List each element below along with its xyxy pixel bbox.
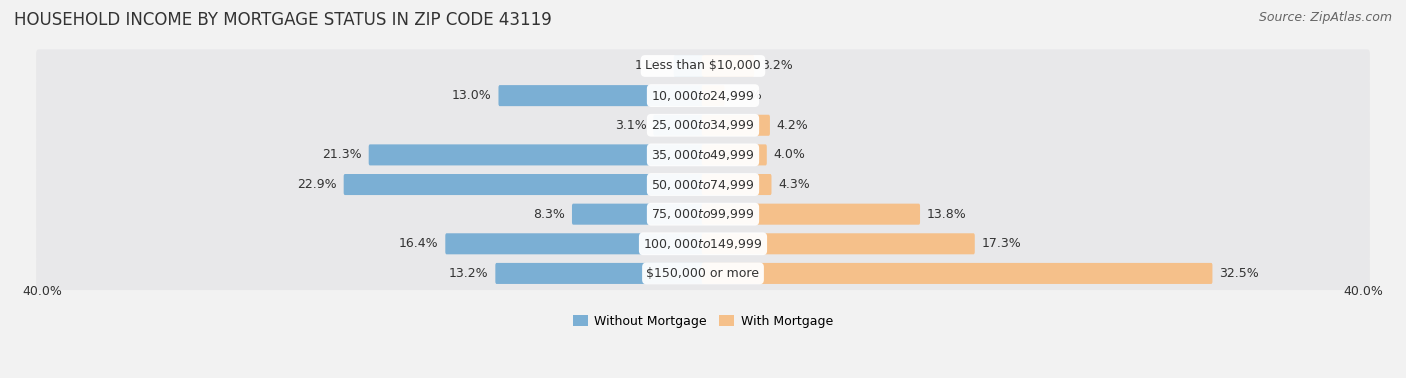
Text: 4.0%: 4.0% [773,149,806,161]
Text: $50,000 to $74,999: $50,000 to $74,999 [651,178,755,192]
Text: 3.1%: 3.1% [614,119,647,132]
Text: HOUSEHOLD INCOME BY MORTGAGE STATUS IN ZIP CODE 43119: HOUSEHOLD INCOME BY MORTGAGE STATUS IN Z… [14,11,551,29]
Text: 40.0%: 40.0% [22,285,63,298]
Text: 22.9%: 22.9% [298,178,337,191]
Text: $35,000 to $49,999: $35,000 to $49,999 [651,148,755,162]
FancyBboxPatch shape [37,79,1369,112]
Text: 1.8%: 1.8% [636,59,666,73]
FancyBboxPatch shape [499,85,704,106]
Text: 13.0%: 13.0% [453,89,492,102]
FancyBboxPatch shape [572,204,704,225]
Text: 32.5%: 32.5% [1219,267,1258,280]
FancyBboxPatch shape [37,198,1369,231]
Text: $25,000 to $34,999: $25,000 to $34,999 [651,118,755,132]
FancyBboxPatch shape [702,115,770,136]
FancyBboxPatch shape [673,56,704,76]
Text: 13.8%: 13.8% [927,208,966,221]
Text: 4.3%: 4.3% [778,178,810,191]
FancyBboxPatch shape [368,144,704,166]
Text: 1.3%: 1.3% [731,89,763,102]
FancyBboxPatch shape [37,227,1369,260]
FancyBboxPatch shape [702,204,920,225]
Text: $10,000 to $24,999: $10,000 to $24,999 [651,88,755,102]
FancyBboxPatch shape [343,174,704,195]
FancyBboxPatch shape [37,257,1369,290]
FancyBboxPatch shape [495,263,704,284]
Text: 17.3%: 17.3% [981,237,1021,250]
Legend: Without Mortgage, With Mortgage: Without Mortgage, With Mortgage [568,310,838,333]
Text: 16.4%: 16.4% [399,237,439,250]
FancyBboxPatch shape [702,263,1212,284]
Text: $75,000 to $99,999: $75,000 to $99,999 [651,207,755,221]
FancyBboxPatch shape [702,174,772,195]
Text: 13.2%: 13.2% [449,267,489,280]
FancyBboxPatch shape [702,144,766,166]
FancyBboxPatch shape [446,233,704,254]
FancyBboxPatch shape [702,56,754,76]
Text: 4.2%: 4.2% [776,119,808,132]
FancyBboxPatch shape [654,115,704,136]
FancyBboxPatch shape [702,85,724,106]
FancyBboxPatch shape [37,168,1369,201]
Text: $150,000 or more: $150,000 or more [647,267,759,280]
Text: Less than $10,000: Less than $10,000 [645,59,761,73]
Text: Source: ZipAtlas.com: Source: ZipAtlas.com [1258,11,1392,24]
Text: 40.0%: 40.0% [1343,285,1384,298]
FancyBboxPatch shape [37,50,1369,82]
Text: 8.3%: 8.3% [533,208,565,221]
FancyBboxPatch shape [702,233,974,254]
FancyBboxPatch shape [37,138,1369,172]
Text: $100,000 to $149,999: $100,000 to $149,999 [644,237,762,251]
FancyBboxPatch shape [37,108,1369,142]
Text: 3.2%: 3.2% [761,59,793,73]
Text: 21.3%: 21.3% [322,149,363,161]
